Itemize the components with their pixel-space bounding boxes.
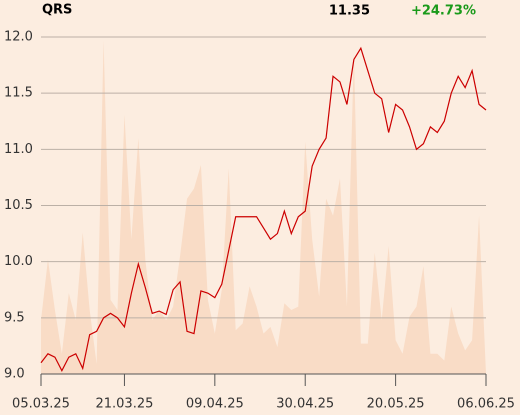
x-tick-label: 30.04.25 bbox=[276, 397, 334, 412]
x-tick-label: 21.03.25 bbox=[95, 397, 153, 412]
change: +24.73% bbox=[411, 4, 476, 19]
y-tick-label: 11.5 bbox=[4, 86, 33, 101]
y-tick-label: 9.5 bbox=[4, 310, 25, 325]
price-line bbox=[40, 46, 487, 372]
x-tick-label: 09.04.25 bbox=[186, 397, 244, 412]
y-tick-label: 10.0 bbox=[4, 254, 33, 269]
chart-title: QRS bbox=[42, 3, 72, 18]
price: 11.35 bbox=[329, 4, 370, 19]
volume-area bbox=[41, 40, 486, 375]
x-tick-label: 05.03.25 bbox=[12, 397, 70, 412]
y-tick-label: 11.0 bbox=[4, 142, 33, 157]
x-tick-label: 20.05.25 bbox=[367, 397, 425, 412]
y-tick-label: 10.5 bbox=[4, 198, 33, 213]
y-tick-label: 12.0 bbox=[4, 30, 33, 45]
x-tick-label: 06.06.25 bbox=[457, 397, 515, 412]
y-tick-label: 9.0 bbox=[4, 367, 25, 382]
